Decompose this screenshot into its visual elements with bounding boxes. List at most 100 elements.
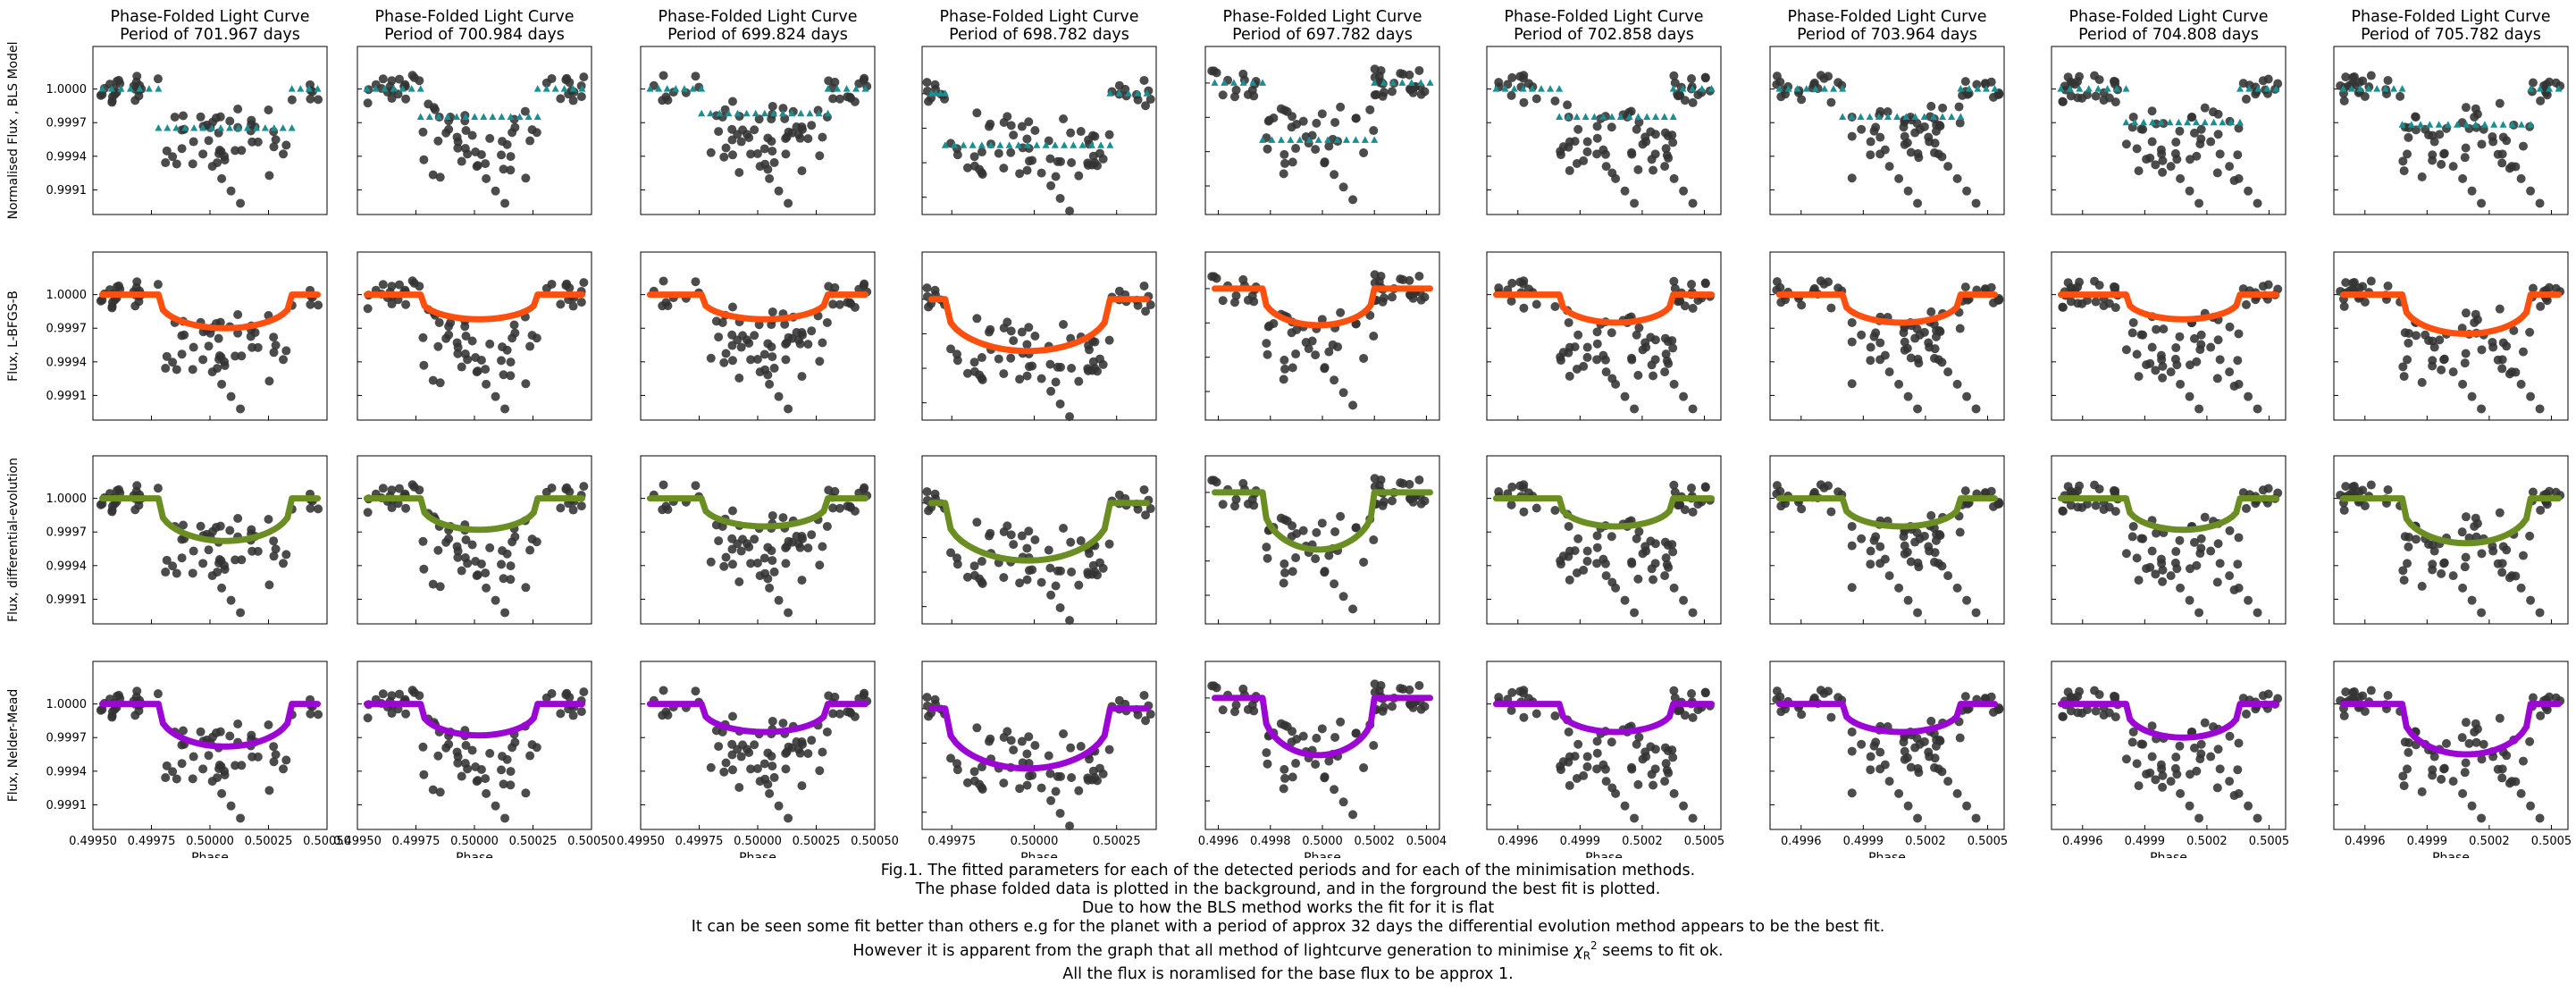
data-point <box>220 357 230 366</box>
bls-fit-marker <box>769 109 777 117</box>
data-point <box>97 499 107 509</box>
x-axis-label: Phase <box>191 851 229 858</box>
data-point <box>467 745 477 755</box>
data-point <box>1607 122 1616 132</box>
data-point <box>2176 379 2186 389</box>
bls-fit-marker <box>551 85 559 92</box>
data-point <box>2157 149 2167 159</box>
data-point <box>506 575 516 585</box>
data-point <box>2170 354 2180 364</box>
data-point <box>746 559 756 568</box>
data-point <box>2225 571 2235 581</box>
data-point <box>1925 752 1934 762</box>
data-point <box>1090 131 1100 141</box>
data-point <box>1292 528 1302 538</box>
data-point <box>1663 541 1673 551</box>
data-point <box>419 360 429 370</box>
data-point <box>1291 144 1301 154</box>
data-point <box>2189 743 2199 753</box>
data-point <box>1044 751 1053 761</box>
bls-fit-marker <box>2356 85 2364 92</box>
data-point <box>1231 494 1241 504</box>
data-point <box>1565 752 1574 762</box>
data-point <box>1093 161 1103 171</box>
y-axis-label: Normalised Flux , BLS Model <box>6 41 21 219</box>
data-point <box>765 788 775 798</box>
fit-curve <box>2057 291 2280 323</box>
data-point <box>2448 571 2458 581</box>
data-point <box>2134 781 2144 791</box>
bls-fit-marker <box>234 123 242 131</box>
data-point <box>2200 718 2210 728</box>
data-point <box>1620 391 1630 401</box>
data-point <box>843 501 852 511</box>
bls-fit-marker <box>1660 113 1668 120</box>
data-point <box>1405 275 1414 285</box>
bls-fit-marker <box>2210 118 2218 126</box>
data-point <box>1046 386 1056 396</box>
data-point <box>978 785 987 795</box>
data-point <box>1139 75 1149 85</box>
data-point <box>763 748 773 758</box>
data-point <box>1312 733 1322 743</box>
bls-fit-marker <box>164 123 172 131</box>
bls-fit-marker <box>1342 136 1350 143</box>
data-point <box>2253 813 2262 823</box>
bls-fit-marker <box>2536 85 2544 92</box>
data-point <box>2428 565 2438 575</box>
data-point <box>1938 103 1948 113</box>
data-point <box>1630 813 1640 823</box>
data-point <box>1085 754 1095 764</box>
data-point <box>1906 762 1916 772</box>
data-point <box>2477 198 2487 208</box>
data-point <box>2121 549 2131 559</box>
data-point <box>1519 71 1529 80</box>
data-point <box>1673 297 1682 307</box>
data-point <box>1900 139 1909 149</box>
data-point <box>1913 813 1923 823</box>
data-point <box>795 133 805 143</box>
data-point <box>822 317 832 327</box>
bls-fit-marker <box>1590 113 1598 120</box>
data-point <box>467 540 477 550</box>
panel-row2-col4 <box>921 251 1157 422</box>
data-point <box>237 351 247 361</box>
data-point <box>1884 571 1894 581</box>
data-point <box>1076 536 1086 546</box>
data-point <box>714 332 724 342</box>
bls-fit-marker <box>2364 85 2372 92</box>
data-point <box>2516 583 2526 593</box>
data-point <box>1009 336 1019 346</box>
data-point <box>2091 501 2101 510</box>
data-point <box>269 142 279 152</box>
data-point <box>1090 337 1100 347</box>
data-point <box>2477 345 2487 355</box>
bls-fit-marker <box>1352 136 1360 143</box>
data-point <box>1330 579 1339 589</box>
data-point <box>1550 301 1560 311</box>
data-point <box>415 282 424 291</box>
data-point <box>463 149 473 159</box>
data-point <box>435 582 445 592</box>
data-point <box>2158 576 2168 586</box>
data-point <box>750 534 759 544</box>
data-point <box>1022 543 1032 553</box>
y-tick-label: 0.9997 <box>46 323 88 336</box>
data-point <box>2128 112 2138 122</box>
data-point <box>1960 486 1970 496</box>
data-point <box>763 133 773 143</box>
bls-fit-marker <box>1902 113 1910 120</box>
data-point <box>2383 281 2393 290</box>
data-point <box>721 143 731 153</box>
data-point <box>107 97 117 107</box>
data-point <box>1376 680 1386 690</box>
data-point <box>161 568 171 577</box>
data-point <box>547 483 557 492</box>
data-point <box>2171 547 2181 557</box>
data-point <box>2215 149 2225 159</box>
bls-fit-marker <box>2454 121 2462 128</box>
data-point <box>2461 349 2471 358</box>
data-point <box>1036 783 1046 793</box>
data-point <box>1336 511 1346 521</box>
